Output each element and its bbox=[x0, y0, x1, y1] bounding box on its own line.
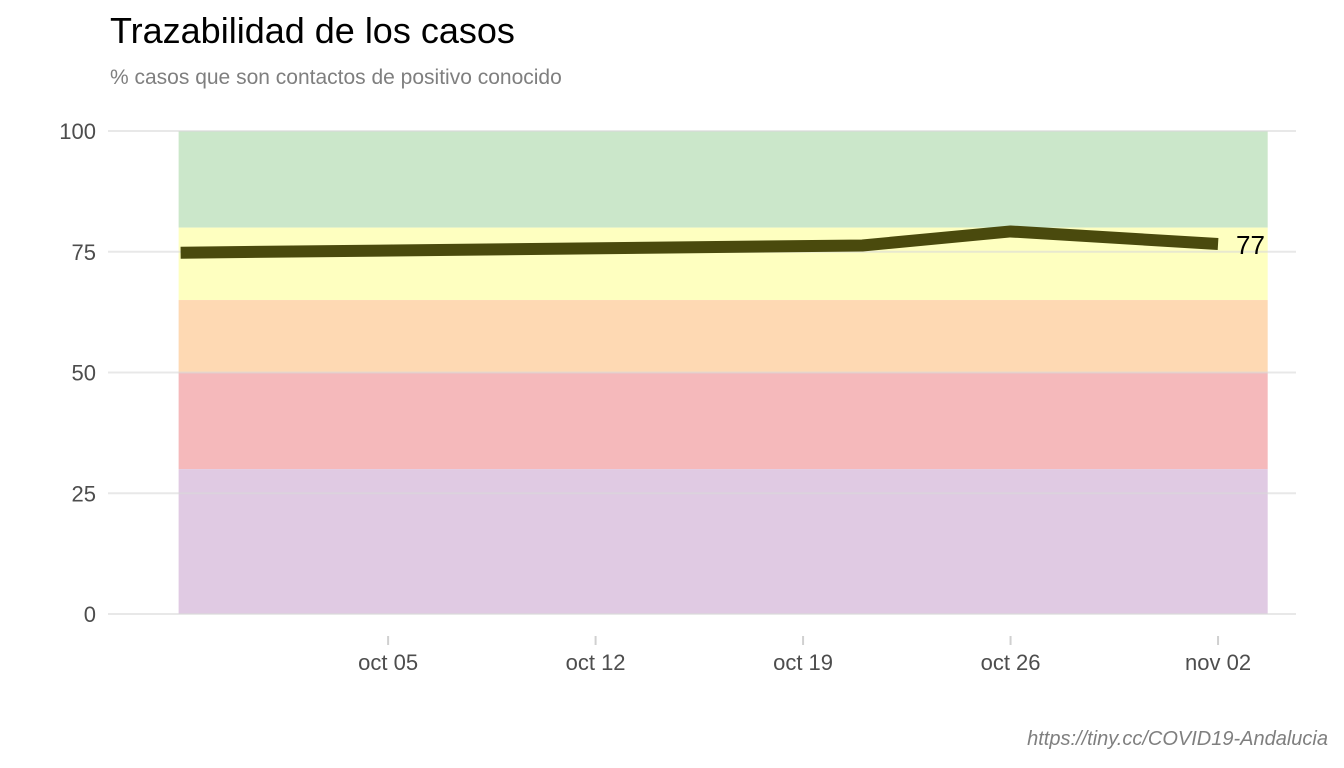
band-0-30 bbox=[178, 469, 1268, 614]
y-tick-label: 50 bbox=[72, 361, 96, 386]
y-tick-label: 75 bbox=[72, 240, 96, 265]
chart-subtitle: % casos que son contactos de positivo co… bbox=[110, 66, 562, 89]
threshold-bands bbox=[178, 131, 1268, 614]
band-80-100 bbox=[178, 131, 1268, 228]
band-30-50 bbox=[178, 372, 1268, 470]
end-value-label: 77 bbox=[1236, 230, 1265, 260]
x-tick-label: oct 19 bbox=[773, 650, 833, 675]
y-tick-label: 25 bbox=[72, 481, 96, 506]
x-tick-label: oct 12 bbox=[566, 650, 626, 675]
chart-caption: https://tiny.cc/COVID19-Andalucia bbox=[1027, 728, 1328, 750]
band-50-65 bbox=[178, 300, 1268, 373]
series-layer: 77 bbox=[180, 225, 1265, 260]
x-tick-label: oct 05 bbox=[358, 650, 418, 675]
x-tick-label: oct 26 bbox=[981, 650, 1041, 675]
x-axis: oct 05 oct 12 oct 19 oct 26 nov 02 bbox=[358, 636, 1251, 675]
series-line bbox=[180, 225, 1219, 259]
y-tick-label: 100 bbox=[59, 119, 96, 144]
x-tick-label: nov 02 bbox=[1185, 650, 1251, 675]
y-axis: 0 25 50 75 100 bbox=[59, 119, 96, 627]
y-tick-label: 0 bbox=[84, 602, 96, 627]
chart-title: Trazabilidad de los casos bbox=[110, 10, 515, 51]
